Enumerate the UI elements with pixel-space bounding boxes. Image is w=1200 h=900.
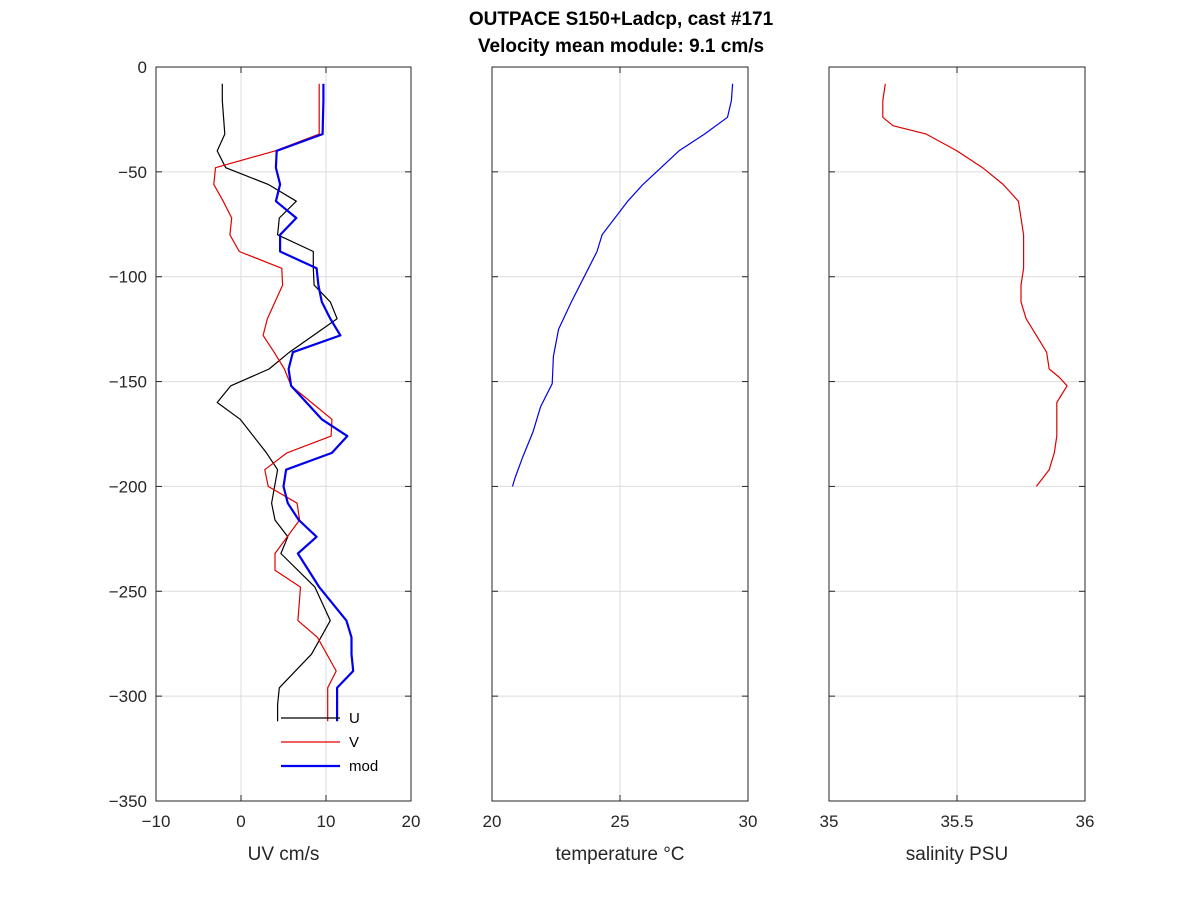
y-tick-label: −150 — [109, 373, 147, 392]
series-line-u — [216, 83, 338, 722]
series-line-profile — [882, 83, 1068, 487]
y-tick-label: −350 — [109, 792, 147, 811]
chart-panel-3: 35 35.5 36 salinity PSU — [820, 66, 1095, 865]
axes-box — [491, 66, 749, 802]
y-tick-label: −50 — [118, 163, 147, 182]
legend-label-u: U — [349, 710, 360, 727]
x-tick-label: 20 — [483, 812, 502, 831]
x-tick-label: 30 — [739, 812, 758, 831]
y-tick-label: −250 — [109, 582, 147, 601]
x-tick-label: 36 — [1076, 812, 1095, 831]
x-tick-label: 35.5 — [940, 812, 973, 831]
legend-label-v: V — [349, 734, 359, 751]
legend-label-mod: mod — [349, 758, 378, 775]
x-tick-label: −10 — [142, 812, 171, 831]
x-tick-label: 25 — [611, 812, 630, 831]
x-tick-label: 0 — [236, 812, 245, 831]
series-line-v — [213, 83, 337, 722]
x-tick-label: 35 — [820, 812, 839, 831]
series-line-mod — [274, 83, 355, 722]
chart-title-line-2: Velocity mean module: 9.1 cm/s — [478, 36, 764, 57]
chart-title-line-1: OUTPACE S150+Ladcp, cast #171 — [469, 9, 774, 30]
x-axis-label: temperature °C — [555, 844, 684, 865]
plot-area — [156, 67, 411, 801]
x-axis-label: salinity PSU — [906, 844, 1008, 865]
y-tick-label: −200 — [109, 477, 147, 496]
axes-box — [828, 66, 1086, 802]
y-tick-label: −100 — [109, 268, 147, 287]
y-tick-label: 0 — [138, 58, 147, 77]
x-tick-label: 20 — [402, 812, 421, 831]
x-axis-label: UV cm/s — [248, 844, 320, 865]
chart-panel-2: 20 25 30 temperature °C — [483, 66, 758, 865]
series-line-profile — [511, 83, 734, 487]
x-tick-label: 10 — [317, 812, 336, 831]
axes-box — [155, 66, 412, 802]
y-tick-label: −300 — [109, 687, 147, 706]
